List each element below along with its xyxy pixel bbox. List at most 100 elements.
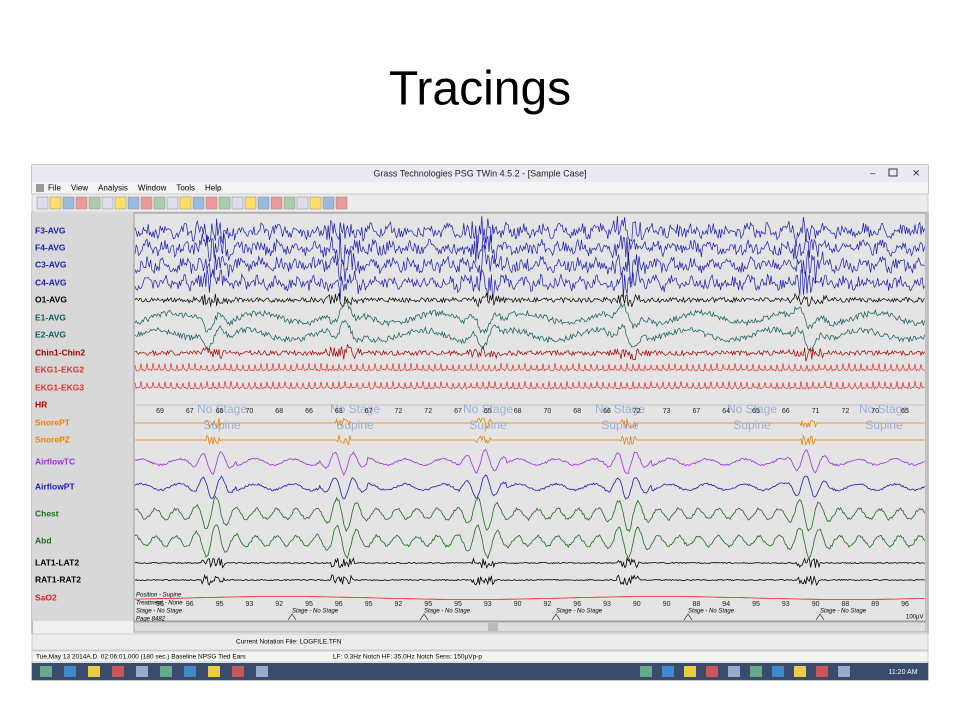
tool-button[interactable] xyxy=(231,196,244,210)
tool-button[interactable] xyxy=(205,196,218,210)
tool-button[interactable] xyxy=(101,196,114,210)
task-icon[interactable] xyxy=(112,666,124,677)
position-overlay: Supine xyxy=(469,418,507,432)
sao2-value: 93 xyxy=(484,601,492,608)
task-icon[interactable] xyxy=(88,666,100,677)
tool-button[interactable] xyxy=(270,196,283,210)
task-icon[interactable] xyxy=(256,666,268,677)
close[interactable]: ✕ xyxy=(912,169,920,180)
hr-value: 69 xyxy=(156,408,164,415)
position-overlay: Supine xyxy=(336,418,374,432)
tool-button[interactable] xyxy=(218,196,231,210)
notation-file: Current Notation File: LOGFILE.TFN xyxy=(236,639,342,646)
sao2-value: 92 xyxy=(275,601,283,608)
menu-icon xyxy=(36,184,44,192)
channel-label: C4-AVG xyxy=(35,277,67,287)
waveform xyxy=(135,434,925,446)
scroll-thumb[interactable] xyxy=(488,623,498,631)
tool-button[interactable] xyxy=(244,196,257,210)
sao2-value: 96 xyxy=(335,601,343,608)
tool-button[interactable] xyxy=(153,196,166,210)
sao2-value: 93 xyxy=(782,601,790,608)
task-icon[interactable] xyxy=(136,666,148,677)
tool-button[interactable] xyxy=(179,196,192,210)
waveform xyxy=(134,596,925,600)
hr-value: 65 xyxy=(752,408,760,415)
task-icon[interactable] xyxy=(772,666,784,677)
task-icon[interactable] xyxy=(794,666,806,677)
tool-button[interactable] xyxy=(49,196,62,210)
stage-overlay: No Stage xyxy=(197,402,247,416)
menu-item[interactable]: Window xyxy=(138,184,167,193)
menu-item[interactable]: Tools xyxy=(176,184,195,193)
tool-button[interactable] xyxy=(127,196,140,210)
hr-value: 65 xyxy=(901,408,909,415)
label-column xyxy=(32,213,134,621)
task-icon[interactable] xyxy=(838,666,850,677)
tool-button[interactable] xyxy=(166,196,179,210)
task-icon[interactable] xyxy=(160,666,172,677)
sao2-value: 95 xyxy=(216,601,224,608)
hr-value: 70 xyxy=(246,408,254,415)
task-icon[interactable] xyxy=(64,666,76,677)
task-icon[interactable] xyxy=(816,666,828,677)
tool-button[interactable] xyxy=(114,196,127,210)
tool-button[interactable] xyxy=(36,196,49,210)
annotation: Treatment - None xyxy=(136,601,183,607)
hr-value: 72 xyxy=(395,408,403,415)
sao2-value: 95 xyxy=(424,601,432,608)
stage-marker: Stage - No Stage xyxy=(556,609,603,615)
sao2-value: 89 xyxy=(871,601,879,608)
task-icon[interactable] xyxy=(750,666,762,677)
tool-button[interactable] xyxy=(335,196,348,210)
task-icon[interactable] xyxy=(684,666,696,677)
sao2-value: 88 xyxy=(693,601,701,608)
status-bar xyxy=(31,650,929,663)
task-icon[interactable] xyxy=(640,666,652,677)
task-icon[interactable] xyxy=(184,666,196,677)
tool-button[interactable] xyxy=(140,196,153,210)
channel-label: SaO2 xyxy=(35,592,57,602)
sao2-value: 95 xyxy=(305,601,313,608)
stage-overlay: No Stage xyxy=(859,402,909,416)
menu-item[interactable]: Help xyxy=(205,184,222,193)
hr-value: 64 xyxy=(722,408,730,415)
status-right: LF: 0.3Hz Notch HF: 35.0Hz Notch Sens: 1… xyxy=(333,654,482,661)
task-icon[interactable] xyxy=(40,666,52,677)
task-icon[interactable] xyxy=(232,666,244,677)
window-controls: – ✕ xyxy=(870,168,920,180)
waveform xyxy=(134,449,925,476)
minimize[interactable]: – xyxy=(870,169,876,180)
task-icon[interactable] xyxy=(662,666,674,677)
hr-value: 67 xyxy=(365,408,373,415)
tool-button[interactable] xyxy=(296,196,309,210)
tool-button[interactable] xyxy=(75,196,88,210)
hr-value: 70 xyxy=(871,408,879,415)
stage-tick xyxy=(551,613,561,621)
channel-label: F3-AVG xyxy=(35,225,66,235)
menu-item[interactable]: View xyxy=(71,184,88,193)
maximize[interactable] xyxy=(888,168,898,177)
tool-button[interactable] xyxy=(88,196,101,210)
hr-value: 66 xyxy=(216,408,224,415)
task-icon[interactable] xyxy=(728,666,740,677)
tool-button[interactable] xyxy=(283,196,296,210)
tool-button[interactable] xyxy=(322,196,335,210)
scrollbar[interactable] xyxy=(133,621,927,633)
sao2-value: 92 xyxy=(544,601,552,608)
task-icon[interactable] xyxy=(706,666,718,677)
stage-marker: Stage - No Stage xyxy=(688,609,735,615)
tool-button[interactable] xyxy=(62,196,75,210)
waveform xyxy=(134,362,925,372)
stage-overlay: No Stage xyxy=(727,402,777,416)
menu-item[interactable]: File xyxy=(48,184,61,193)
tool-button[interactable] xyxy=(257,196,270,210)
stage-marker: Stage - No Stage xyxy=(424,609,471,615)
menu-item[interactable]: Analysis xyxy=(98,184,128,193)
position-overlay: Supine xyxy=(203,418,241,432)
tool-button[interactable] xyxy=(192,196,205,210)
tool-button[interactable] xyxy=(309,196,322,210)
task-icon[interactable] xyxy=(208,666,220,677)
sao2-value: 92 xyxy=(395,601,403,608)
sao2-value: 90 xyxy=(633,601,641,608)
